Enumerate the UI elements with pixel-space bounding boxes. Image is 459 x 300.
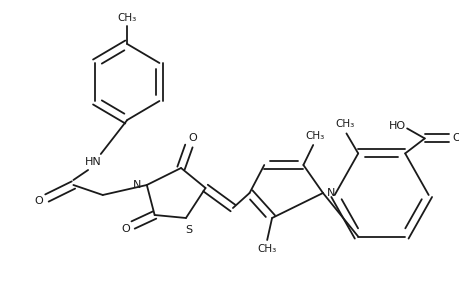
Text: HN: HN xyxy=(84,157,101,167)
Text: S: S xyxy=(185,225,192,235)
Text: O: O xyxy=(188,133,197,143)
Text: O: O xyxy=(35,196,44,206)
Text: CH₃: CH₃ xyxy=(305,131,324,141)
Text: O: O xyxy=(452,134,459,143)
Text: CH₃: CH₃ xyxy=(118,13,137,23)
Text: CH₃: CH₃ xyxy=(334,119,353,129)
Text: O: O xyxy=(121,224,129,234)
Text: CH₃: CH₃ xyxy=(257,244,276,254)
Text: HO: HO xyxy=(388,122,405,131)
Text: N: N xyxy=(133,180,141,190)
Text: N: N xyxy=(326,188,334,198)
